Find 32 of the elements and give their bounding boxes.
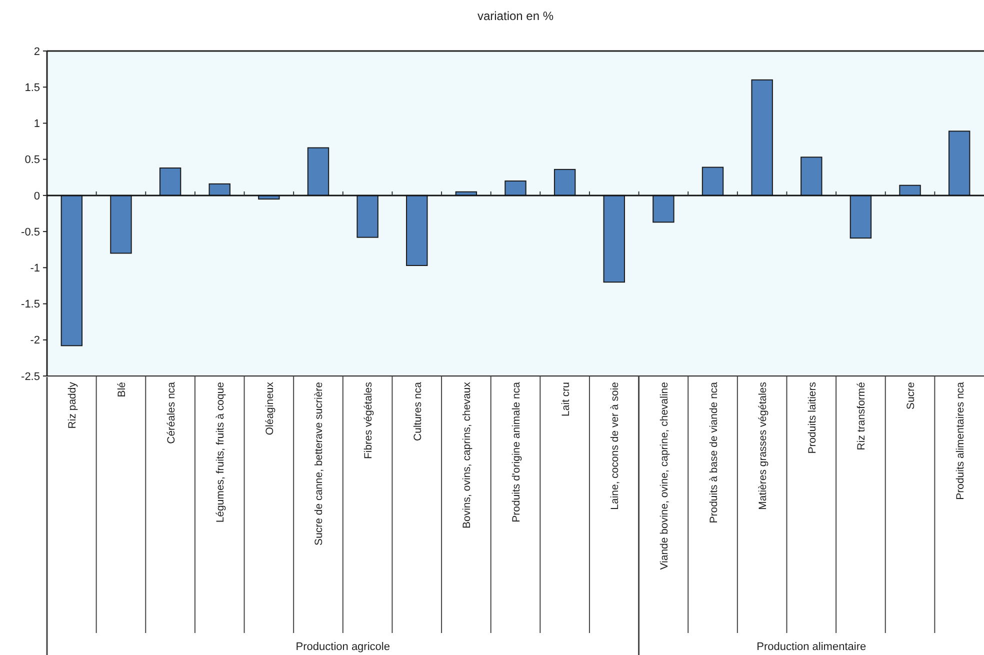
x-tick-label: Produits d'origine animale nca xyxy=(510,382,522,522)
y-tick-label: -0.5 xyxy=(21,226,40,238)
text: Production alimentaire xyxy=(756,641,866,653)
x-tick-label: Produits laitiers xyxy=(806,382,818,454)
x-tick-label: Cultures nca xyxy=(412,382,424,441)
x-tick-label: Produits alimentaires nca xyxy=(954,382,966,500)
x-tick-label: Matières grasses végétales xyxy=(757,382,770,510)
y-tick-label: -1 xyxy=(30,262,40,275)
y-tick-label: -1.5 xyxy=(21,298,40,311)
y-tick-label: 1.5 xyxy=(24,82,40,94)
x-tick-label: Légumes, fruits, fruits à coque xyxy=(214,382,227,523)
chart-title: variation en % xyxy=(477,9,554,23)
x-tick-label: Blé xyxy=(116,382,128,398)
text: Production agricole xyxy=(296,641,390,653)
x-tick-label: Sucre xyxy=(905,382,918,410)
x-tick-label: Céréales nca xyxy=(165,382,178,444)
y-tick-label: 0 xyxy=(34,190,40,202)
x-tick-label: Viande bovine, ovine, caprine, chevaline xyxy=(658,382,670,570)
y-tick-label: 0.5 xyxy=(24,154,40,166)
y-tick-label: 2 xyxy=(34,46,40,58)
x-tick-label: Bovins, ovins, caprins, chevaux xyxy=(461,381,474,528)
x-tick-label: Produits à base de viande nca xyxy=(708,382,720,524)
x-tick-label: Sucre de canne, betterave sucrière xyxy=(313,382,326,546)
y-tick-label: -2 xyxy=(30,334,40,347)
x-tick-label: Riz transformé xyxy=(856,382,868,450)
y-tick-label: -2.5 xyxy=(21,370,40,383)
x-tick-label: Oléagineux xyxy=(264,381,276,436)
y-tick-label: 1 xyxy=(34,118,40,130)
x-tick-label: Lait cru xyxy=(560,382,572,416)
x-tick-label: Fibres végétales xyxy=(362,382,375,460)
x-tick-label: Laine, cocons de ver à soie xyxy=(609,382,622,510)
x-tick-label: Riz paddy xyxy=(66,381,79,429)
